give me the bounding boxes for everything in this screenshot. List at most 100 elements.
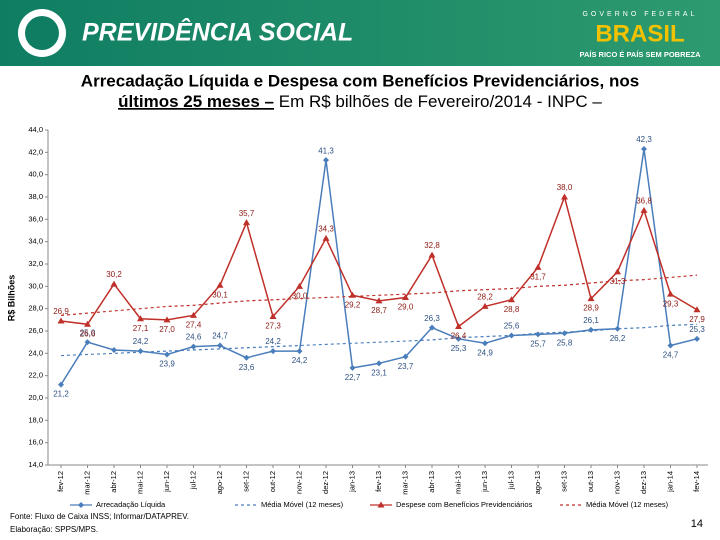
marker [349,364,356,371]
header-title: PREVIDÊNCIA SOCIAL [82,17,353,47]
data-label: 30,0 [292,291,308,300]
data-label: 24,2 [133,337,149,346]
marker [270,348,276,355]
data-label: 26,2 [610,334,626,343]
y-tick-label: 16,0 [28,438,43,447]
data-label: 23,6 [239,363,255,372]
marker [190,311,197,318]
y-tick-label: 34,0 [28,237,43,246]
title-rest: Em R$ bilhões de Fevereiro/2014 - INPC – [274,92,602,111]
marker [587,295,595,302]
slogan: PAÍS RICO É PAÍS SEM POBREZA [580,50,702,59]
x-tick-label: nov-13 [612,471,621,494]
data-label: 27,0 [159,325,175,334]
marker [296,282,303,289]
y-tick-label: 40,0 [28,170,43,179]
y-tick-label: 44,0 [28,125,43,134]
data-label: 25,3 [451,344,467,353]
credit: Elaboração: SPPS/MPS. [10,525,98,534]
moving-average-line [60,274,698,316]
title-bold: últimos 25 meses – [118,92,274,111]
data-label: 24,2 [292,356,308,365]
data-label: 41,3 [318,146,334,155]
marker [534,263,542,270]
x-tick-label: jan-13 [347,471,356,493]
legend-label: Média Móvel (12 meses) [586,500,669,509]
data-label: 31,7 [530,272,546,281]
marker [614,268,621,275]
marker [641,145,647,152]
data-label: 25,6 [504,322,520,331]
gov-label: GOVERNO FEDERAL [582,11,697,18]
logo-inner [25,16,59,50]
data-label: 34,3 [318,224,334,233]
source: Fonte: Fluxo de Caixa INSS; Informar/DAT… [10,512,189,521]
data-label: 28,9 [583,304,599,313]
data-label: 27,3 [265,322,281,331]
data-label: 26,9 [53,307,69,316]
data-label: 25,8 [557,338,573,347]
data-label: 29,3 [663,299,679,308]
marker [429,324,435,331]
marker [164,351,170,358]
marker [217,342,223,349]
marker [667,342,674,349]
data-label: 26,4 [451,332,467,341]
marker [137,315,144,322]
marker [111,346,117,353]
x-tick-label: jul-13 [506,471,515,490]
data-label: 24,6 [186,333,202,342]
y-tick-label: 42,0 [28,147,43,156]
legend-label: Arrecadação Líquida [96,500,166,509]
data-label: 38,0 [557,183,573,192]
marker [693,306,701,313]
data-label: 27,9 [689,315,705,324]
data-label: 24,2 [265,337,281,346]
marker [110,280,118,287]
y-tick-label: 22,0 [28,371,43,380]
marker [694,335,700,342]
marker [216,281,224,288]
y-tick-label: 24,0 [28,348,43,357]
chart-subtitle: últimos 25 meses – Em R$ bilhões de Feve… [118,92,602,111]
marker [481,302,489,309]
marker [375,297,383,304]
marker [455,323,462,330]
marker [190,343,197,350]
y-tick-label: 38,0 [28,192,43,201]
x-tick-label: ago-13 [533,471,542,494]
x-tick-label: mar-13 [400,471,409,495]
data-label: 29,0 [398,303,414,312]
data-label: 24,9 [477,348,493,357]
x-tick-label: mar-12 [82,471,91,495]
brand: BRASIL [595,20,684,47]
marker [269,312,277,319]
marker [614,325,621,332]
marker [57,317,65,324]
marker [376,360,382,367]
data-label: 32,8 [424,241,440,250]
marker [84,339,91,346]
data-label: 25,0 [80,328,96,337]
data-label: 31,3 [610,277,626,286]
marker [243,354,250,361]
marker [667,290,674,297]
moving-average-line [60,323,698,357]
data-label: 42,3 [636,135,652,144]
data-label: 26,6 [80,329,96,338]
x-tick-label: fev-14 [692,471,701,492]
header-band [0,0,720,66]
x-tick-label: nov-12 [294,471,303,494]
marker [322,234,330,241]
x-tick-label: dez-13 [639,471,648,494]
page-number: 14 [691,518,703,530]
x-tick-label: ago-12 [215,471,224,494]
data-label: 24,7 [212,332,228,341]
y-tick-label: 26,0 [28,326,43,335]
marker [323,157,329,164]
y-tick-label: 36,0 [28,214,43,223]
marker [508,296,515,303]
marker [482,340,488,347]
